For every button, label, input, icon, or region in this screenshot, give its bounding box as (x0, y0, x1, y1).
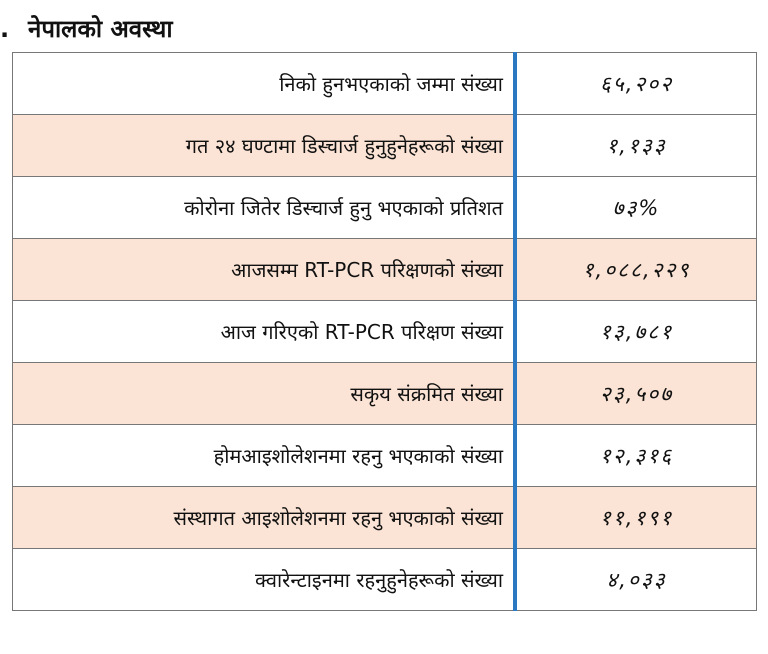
table-row: गत २४ घण्टामा डिस्चार्ज हुनुहुनेहरूको सं… (12, 114, 757, 177)
title-text: नेपालको अवस्था (28, 15, 173, 43)
row-value: १,०८८,२२९ (514, 238, 757, 301)
row-value: २३,५०७ (514, 362, 757, 425)
row-label: संस्थागत आइशोलेशनमा रहनु भएकाको संख्या (12, 486, 517, 549)
row-label: निको हुनभएकाको जम्मा संख्या (12, 52, 517, 115)
title-bullet: . (0, 15, 10, 43)
row-label: क्वारेन्टाइनमा रहनुहुनेहरूको संख्या (12, 548, 517, 611)
row-value: १३,७८१ (514, 300, 757, 363)
table-row: संस्थागत आइशोलेशनमा रहनु भएकाको संख्या ११… (12, 486, 757, 549)
row-value: ४,०३३ (514, 548, 757, 611)
table-row: आजसम्म RT-PCR परिक्षणको संख्या १,०८८,२२९ (12, 238, 757, 301)
row-value: ६५,२०२ (514, 52, 757, 115)
status-table: निको हुनभएकाको जम्मा संख्या ६५,२०२ गत २४ घ… (12, 52, 757, 611)
row-label: आज गरिएको RT-PCR परिक्षण संख्या (12, 300, 517, 363)
row-label: गत २४ घण्टामा डिस्चार्ज हुनुहुनेहरूको सं… (12, 114, 517, 177)
section-title: . नेपालको अवस्था (0, 12, 173, 45)
table-row: क्वारेन्टाइनमा रहनुहुनेहरूको संख्या ४,०३३ (12, 548, 757, 611)
table-row: होमआइशोलेशनमा रहनु भएकाको संख्या १२,३१६ (12, 424, 757, 487)
row-value: १२,३१६ (514, 424, 757, 487)
row-label: सकृय संक्रमित संख्या (12, 362, 517, 425)
table-row: आज गरिएको RT-PCR परिक्षण संख्या १३,७८१ (12, 300, 757, 363)
row-value: ११,१९१ (514, 486, 757, 549)
table-row: कोरोना जितेर डिस्चार्ज हुनु भएकाको प्रति… (12, 176, 757, 239)
row-value: १,१३३ (514, 114, 757, 177)
row-label: आजसम्म RT-PCR परिक्षणको संख्या (12, 238, 517, 301)
row-label: कोरोना जितेर डिस्चार्ज हुनु भएकाको प्रति… (12, 176, 517, 239)
table-row: सकृय संक्रमित संख्या २३,५०७ (12, 362, 757, 425)
table-row: निको हुनभएकाको जम्मा संख्या ६५,२०२ (12, 52, 757, 115)
row-value: ७३% (514, 176, 757, 239)
row-label: होमआइशोलेशनमा रहनु भएकाको संख्या (12, 424, 517, 487)
